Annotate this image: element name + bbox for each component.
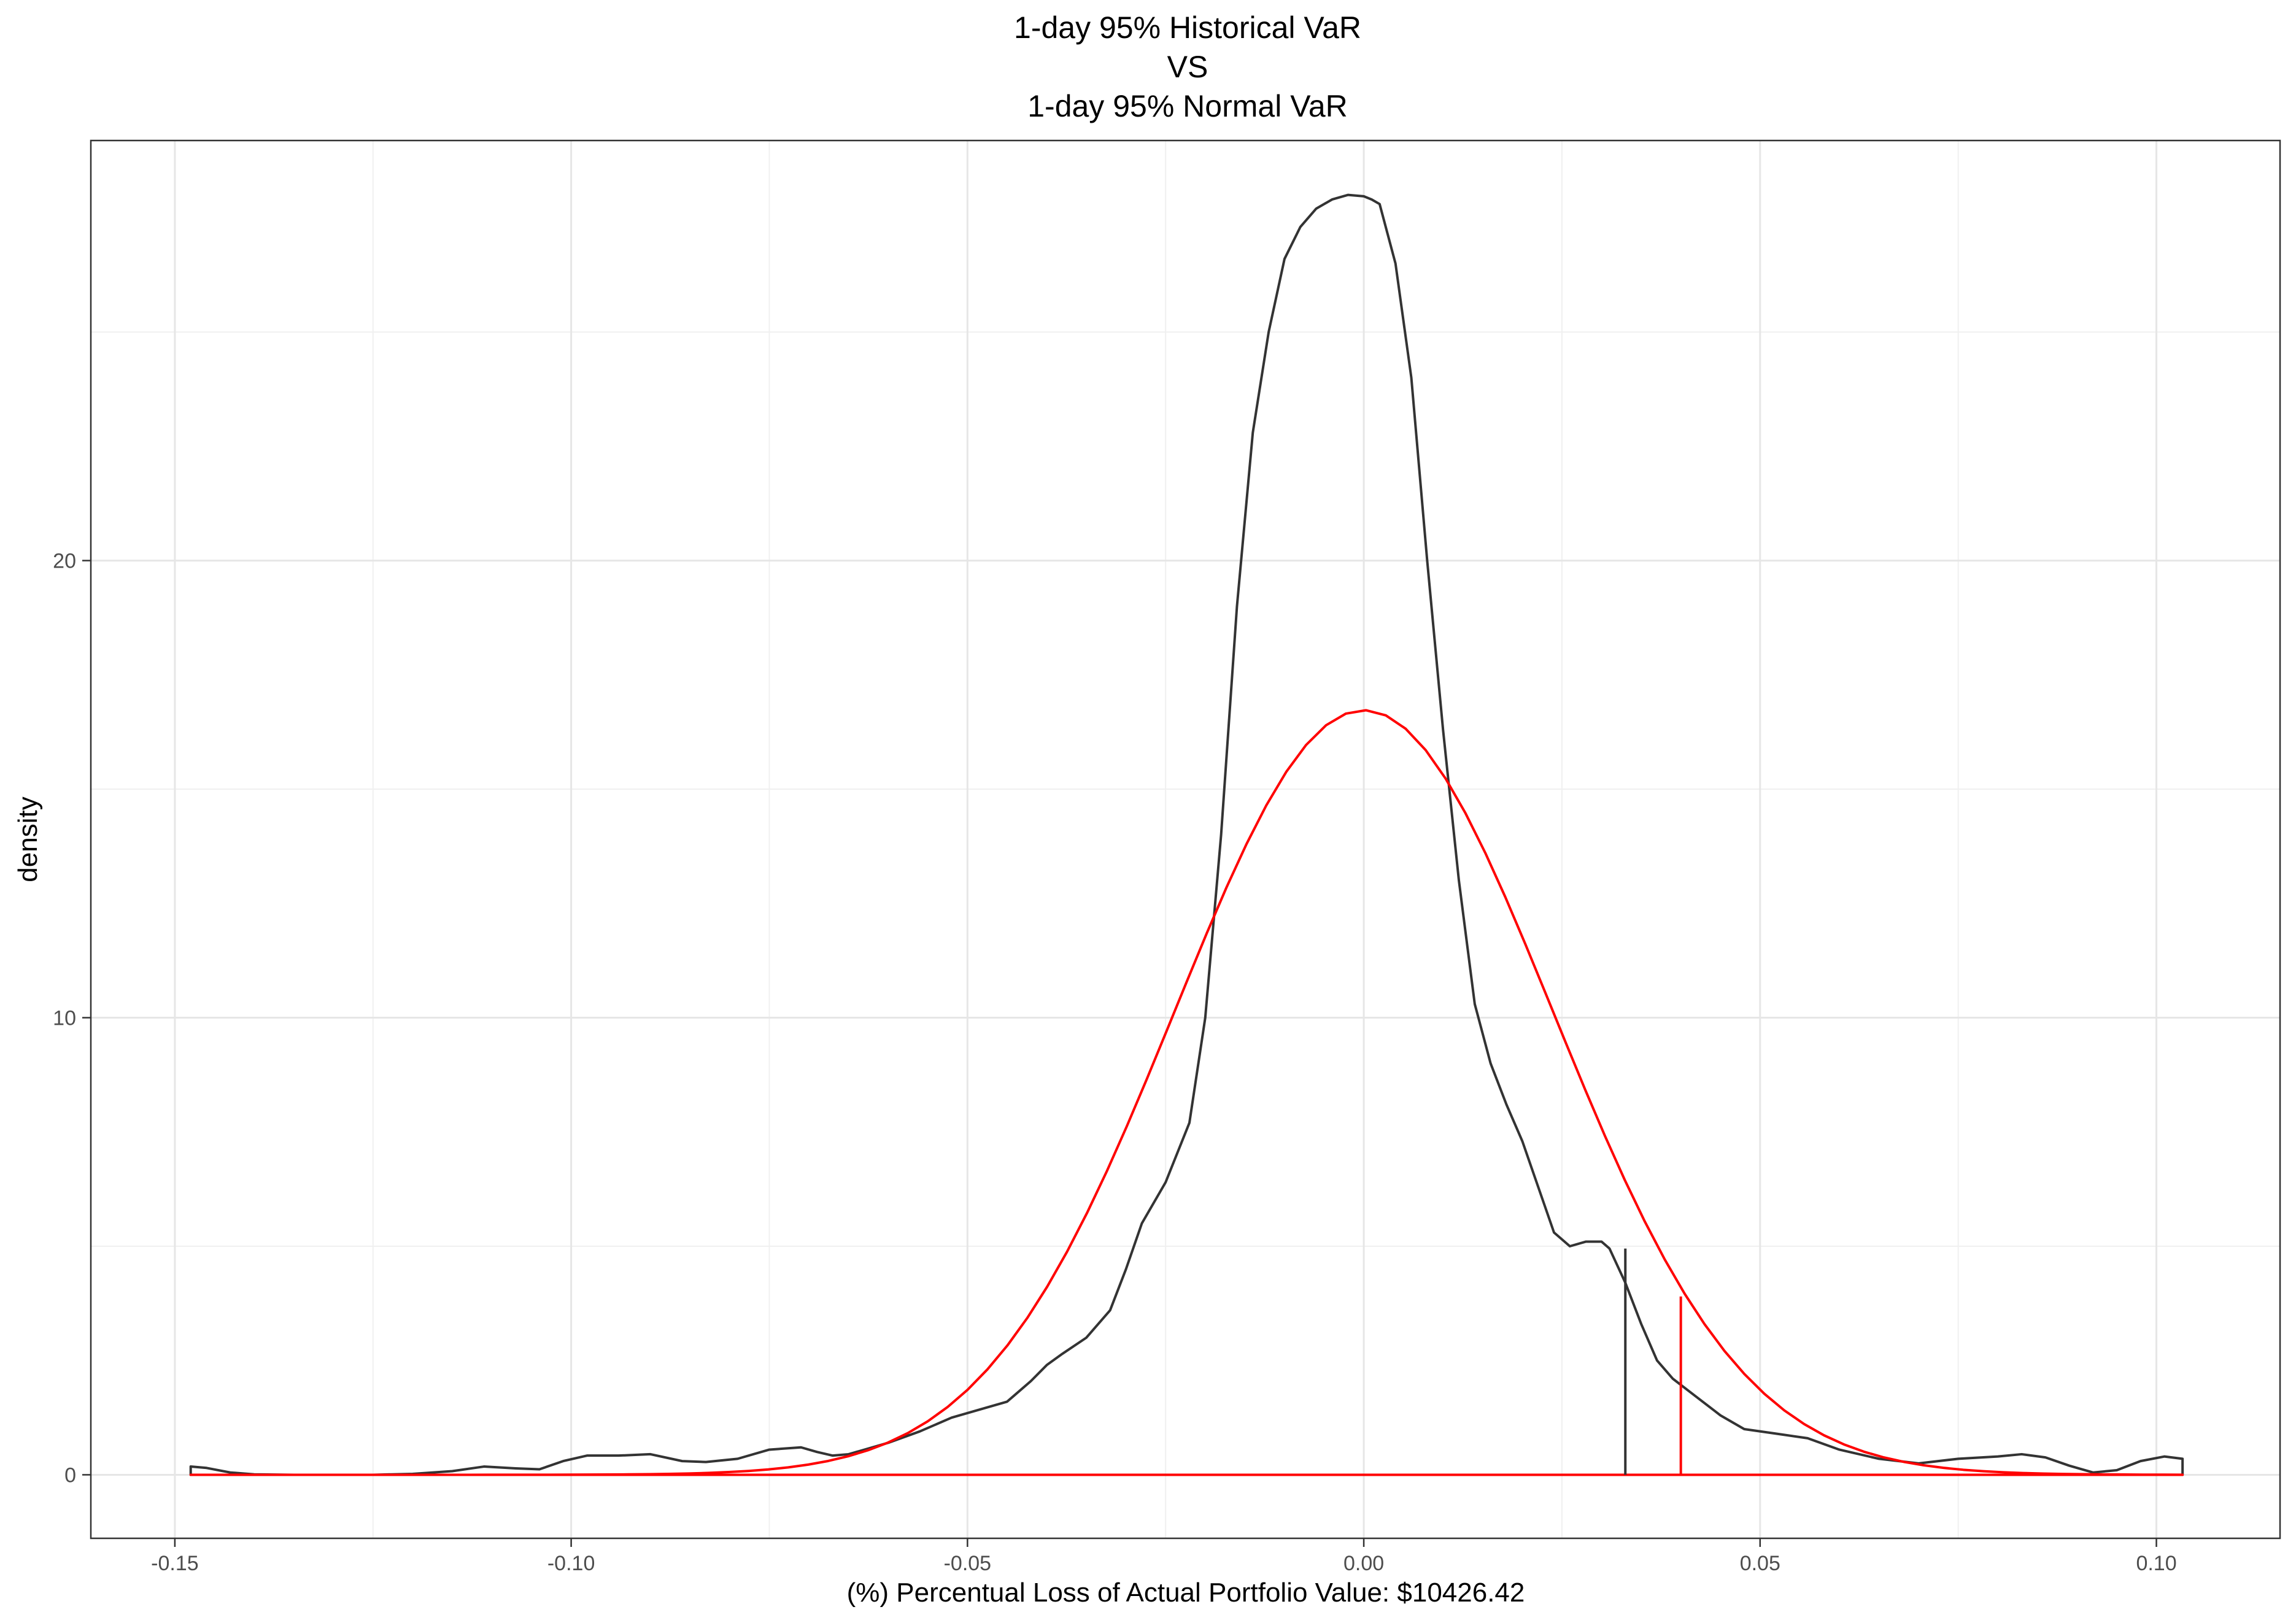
- x-axis-title: (%) Percentual Loss of Actual Portfolio …: [847, 1578, 1525, 1608]
- plot-panel: [91, 141, 2280, 1538]
- series-historical-density: [189, 193, 2184, 1476]
- title-line-3: 1-day 95% Normal VaR: [1027, 89, 1348, 123]
- x-tick-label-5: 0.10: [2136, 1552, 2176, 1575]
- x-tick-label-2: -0.05: [944, 1552, 992, 1575]
- title-line-1: 1-day 95% Historical VaR: [1014, 10, 1361, 45]
- chart-title: 1-day 95% Historical VaR VS 1-day 95% No…: [1014, 10, 1361, 123]
- title-line-2: VS: [1167, 50, 1208, 84]
- grid-minor: [91, 141, 2280, 1538]
- y-axis: 0 10 20: [53, 550, 91, 1487]
- x-tick-label-3: 0.00: [1343, 1552, 1384, 1575]
- y-tick-label-2: 20: [53, 550, 76, 573]
- series-layer: [189, 193, 2184, 1476]
- y-tick-label-0: 0: [64, 1463, 76, 1487]
- x-tick-label-4: 0.05: [1740, 1552, 1780, 1575]
- y-axis-title: density: [13, 796, 43, 882]
- plot-panel-border: [90, 139, 2281, 1540]
- x-tick-label-0: -0.15: [151, 1552, 199, 1575]
- x-axis: -0.15 -0.10 -0.05 0.00 0.05 0.10: [151, 1538, 2177, 1575]
- series-normal-density: [189, 709, 2184, 1476]
- x-tick-label-1: -0.10: [547, 1552, 595, 1575]
- y-tick-label-1: 10: [53, 1007, 76, 1030]
